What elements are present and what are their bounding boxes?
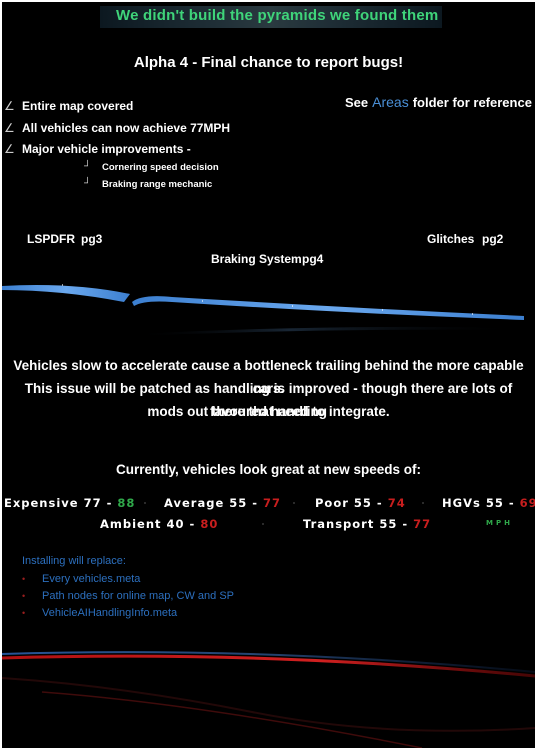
- paragraph-line: mods out there that need to integrate.: [147, 404, 390, 419]
- lspdfr-page: pg3: [81, 232, 103, 246]
- banner-text-right: we found them: [330, 7, 439, 24]
- page-title: Alpha 4 - Final chance to report bugs!: [133, 54, 404, 71]
- paragraph-line: Vehicles slow to accelerate cause a bott…: [13, 358, 524, 396]
- red-bullet-icon: •: [22, 608, 26, 618]
- speed-average: Average 55 - 77: [164, 496, 282, 510]
- speed-hgvs: HGVs 55 - 69: [442, 496, 535, 510]
- separator-dot: [422, 502, 424, 504]
- glitches-page: pg2: [482, 232, 504, 246]
- speed-expensive: Expensive 77 - 88: [4, 496, 136, 510]
- paragraph-line: This issue will be patched as handling i…: [24, 381, 513, 419]
- areas-folder-link: Areas: [372, 94, 409, 110]
- banner: We didn't build the pyramids we found th…: [100, 6, 442, 28]
- glitches-label: Glitches: [427, 232, 475, 246]
- speed-unit: MPH: [486, 519, 513, 527]
- corner-bullet-icon: ┘: [84, 178, 92, 189]
- braking-page: pg4: [302, 252, 324, 266]
- install-heading: Installing will replace:: [22, 555, 126, 567]
- decorative-swoosh: [2, 651, 535, 748]
- speeds-heading: Currently, vehicles look great at new sp…: [115, 462, 422, 477]
- red-bullet-icon: •: [22, 591, 26, 601]
- braking-label: Braking System: [211, 252, 302, 266]
- separator-dot: [144, 502, 146, 504]
- banner-text-left: We didn't build the pyramids: [116, 7, 326, 24]
- red-bullet-icon: •: [22, 574, 26, 584]
- angle-bullet-icon: ∠: [4, 142, 15, 156]
- angle-bullet-icon: ∠: [4, 121, 15, 135]
- corner-bullet-icon: ┘: [84, 161, 92, 172]
- separator-dot: [293, 502, 295, 504]
- angle-bullet-icon: ∠: [4, 99, 15, 113]
- speed-poor: Poor 55 - 74: [315, 496, 406, 510]
- reference-note: See Areas folder for reference: [345, 94, 532, 110]
- road-graphic: [2, 284, 524, 336]
- separator-dot: [262, 523, 264, 525]
- lspdfr-label: LSPDFR: [27, 232, 75, 246]
- speed-transport: Transport 55 - 77: [303, 517, 432, 531]
- speed-ambient: Ambient 40 - 80: [100, 517, 219, 531]
